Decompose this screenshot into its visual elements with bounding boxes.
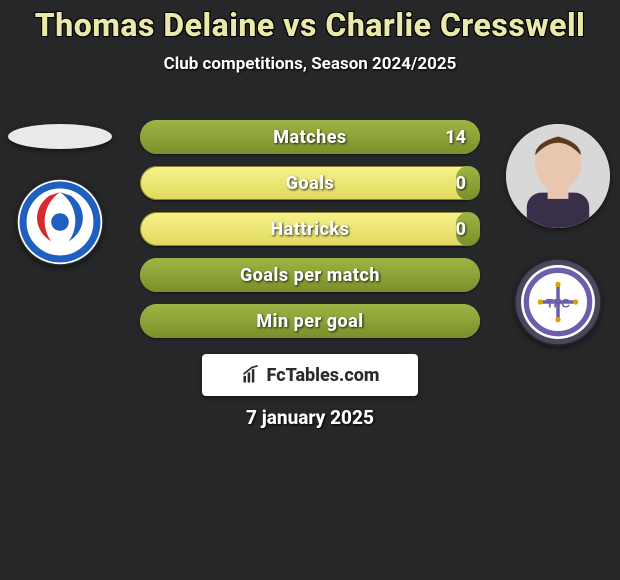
club-right-badge: TFC — [514, 258, 602, 346]
stat-row: Goals per match — [140, 258, 480, 292]
stat-label: Goals — [140, 166, 480, 200]
stat-value-right: 0 — [456, 212, 466, 246]
brand-text: FcTables.com — [267, 365, 380, 386]
chart-icon — [241, 365, 261, 385]
stats-rows: Matches14Goals0Hattricks0Goals per match… — [140, 120, 480, 350]
club-left-badge — [16, 178, 104, 266]
stat-value-right: 14 — [445, 120, 466, 154]
brand-badge: FcTables.com — [202, 354, 418, 396]
stat-row: Min per goal — [140, 304, 480, 338]
player-right-avatar — [506, 124, 610, 228]
stat-label: Min per goal — [140, 304, 480, 338]
player-left-avatar — [8, 124, 112, 149]
subtitle: Club competitions, Season 2024/2025 — [0, 54, 620, 74]
page-title: Thomas Delaine vs Charlie Cresswell — [0, 0, 620, 44]
snapshot-date: 7 january 2025 — [0, 406, 620, 429]
svg-text:TFC: TFC — [546, 296, 570, 310]
stat-label: Matches — [140, 120, 480, 154]
stat-value-right: 0 — [456, 166, 466, 200]
stat-label: Hattricks — [140, 212, 480, 246]
stat-row: Matches14 — [140, 120, 480, 154]
stat-label: Goals per match — [140, 258, 480, 292]
stat-row: Hattricks0 — [140, 212, 480, 246]
stat-row: Goals0 — [140, 166, 480, 200]
